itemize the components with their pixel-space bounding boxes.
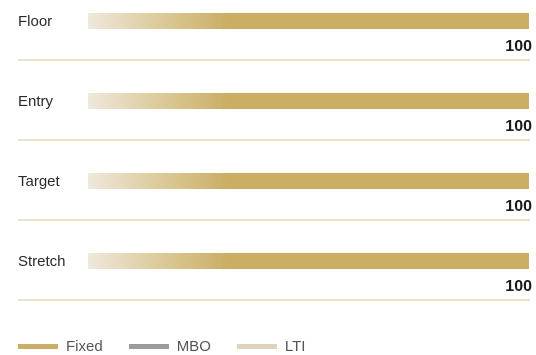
category-label-target: Target (18, 173, 61, 190)
bar-floor-fixed[interactable] (88, 13, 529, 29)
legend-label-fixed: Fixed (66, 338, 103, 355)
legend-swatch-fixed (18, 344, 58, 349)
legend-swatch-mbo (128, 344, 169, 349)
total-label-entry: 100 (505, 118, 532, 135)
bar-target-fixed[interactable] (88, 173, 529, 189)
category-label-stretch: Stretch (18, 253, 66, 270)
legend: Fixed MBO LTI (18, 338, 331, 355)
legend-label-lti: LTI (284, 338, 306, 355)
total-label-target: 100 (505, 198, 532, 215)
category-label-entry: Entry (18, 93, 54, 110)
bar-stretch-fixed[interactable] (88, 253, 529, 269)
legend-swatch-lti (236, 344, 277, 349)
bar-entry-fixed[interactable] (88, 93, 529, 109)
legend-item-mbo[interactable]: MBO (128, 338, 211, 355)
legend-label-mbo: MBO (176, 338, 211, 355)
total-label-floor: 100 (505, 38, 532, 55)
total-label-stretch: 100 (505, 278, 532, 295)
legend-item-lti[interactable]: LTI (236, 338, 306, 355)
category-label-floor: Floor (18, 13, 52, 30)
legend-item-fixed[interactable]: Fixed (18, 338, 103, 355)
